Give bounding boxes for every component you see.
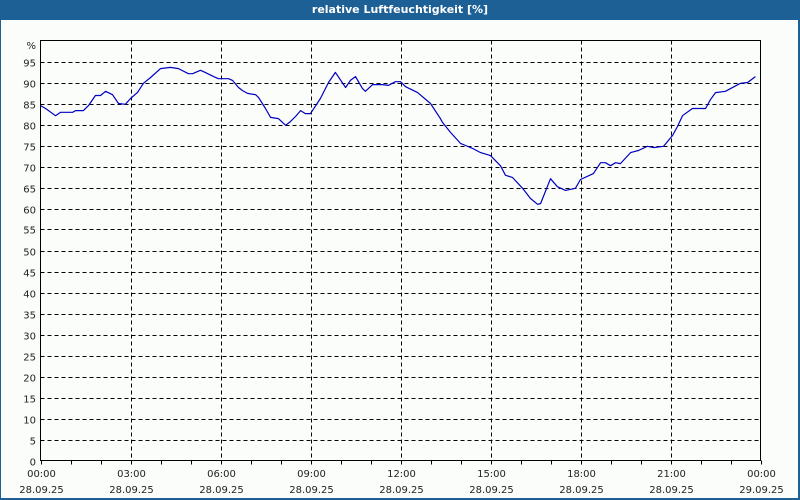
x-tick-date: 28.09.25 bbox=[289, 485, 334, 496]
y-tick-label: 80 bbox=[23, 122, 36, 133]
y-unit-label: % bbox=[26, 41, 36, 52]
x-axis: 00:00 28.09.25 03:00 28.09.25 06:00 28.09.25 0… bbox=[19, 460, 784, 496]
x-tick-time: 12:00 bbox=[387, 469, 416, 480]
y-tick-label: 40 bbox=[23, 290, 36, 301]
y-tick-label: 15 bbox=[23, 395, 36, 406]
x-tick-time: 06:00 bbox=[207, 469, 236, 480]
y-tick-label: 5 bbox=[30, 437, 36, 448]
y-tick-label: 75 bbox=[23, 143, 36, 154]
y-tick-label: 35 bbox=[23, 311, 36, 322]
x-tick-date: 28.09.25 bbox=[199, 485, 244, 496]
y-tick-label: 10 bbox=[23, 416, 36, 427]
x-tick-time: 21:00 bbox=[657, 469, 686, 480]
x-tick-date: 28.09.25 bbox=[649, 485, 694, 496]
x-tick-date: 28.09.25 bbox=[379, 485, 424, 496]
x-tick-date: 28.09.25 bbox=[19, 485, 64, 496]
x-tick-date: 29.09.25 bbox=[739, 485, 784, 496]
y-tick-label: 50 bbox=[23, 248, 36, 259]
y-tick-label: 65 bbox=[23, 185, 36, 196]
y-tick-label: 25 bbox=[23, 353, 36, 364]
x-tick-time: 03:00 bbox=[117, 469, 146, 480]
y-tick-label: 90 bbox=[23, 80, 36, 91]
y-tick-label: 45 bbox=[23, 269, 36, 280]
chart-panel bbox=[1, 20, 798, 498]
x-tick-time: 18:00 bbox=[567, 469, 596, 480]
humidity-series-line bbox=[40, 66, 756, 205]
y-tick-label: 85 bbox=[23, 101, 36, 112]
x-tick-date: 28.09.25 bbox=[469, 485, 514, 496]
y-axis: 0 5 10 15 20 25 30 35 40 45 50 55 60 65 70 75 80 85 90 95% bbox=[23, 41, 36, 469]
x-tick-time: 00:00 bbox=[27, 469, 56, 480]
y-tick-label: 60 bbox=[23, 206, 36, 217]
y-tick-label: 20 bbox=[23, 374, 36, 385]
chart-title: relative Luftfeuchtigkeit [%] bbox=[0, 0, 800, 20]
x-tick-time: 09:00 bbox=[297, 469, 326, 480]
x-tick-date: 28.09.25 bbox=[559, 485, 604, 496]
y-tick-label: 30 bbox=[23, 332, 36, 343]
grid-lines bbox=[40, 40, 761, 461]
plot-area-border bbox=[40, 40, 761, 461]
y-tick-label: 0 bbox=[30, 458, 36, 469]
x-tick-time: 00:00 bbox=[747, 469, 776, 480]
y-tick-label: 95 bbox=[23, 59, 36, 70]
x-tick-time: 15:00 bbox=[477, 469, 506, 480]
y-tick-label: 70 bbox=[23, 164, 36, 175]
x-tick-date: 28.09.25 bbox=[109, 485, 154, 496]
y-tick-label: 55 bbox=[23, 226, 36, 237]
